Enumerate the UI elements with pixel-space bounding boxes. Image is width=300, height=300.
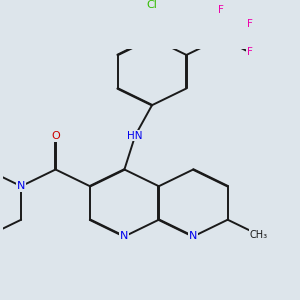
Text: HN: HN [128, 130, 143, 140]
Text: F: F [247, 19, 253, 29]
Text: F: F [218, 5, 224, 15]
Text: N: N [189, 232, 197, 242]
Text: F: F [247, 47, 253, 57]
Text: O: O [51, 131, 60, 141]
Text: CH₃: CH₃ [250, 230, 268, 240]
Text: N: N [17, 181, 25, 191]
Text: N: N [120, 232, 129, 242]
Text: Cl: Cl [147, 0, 158, 10]
